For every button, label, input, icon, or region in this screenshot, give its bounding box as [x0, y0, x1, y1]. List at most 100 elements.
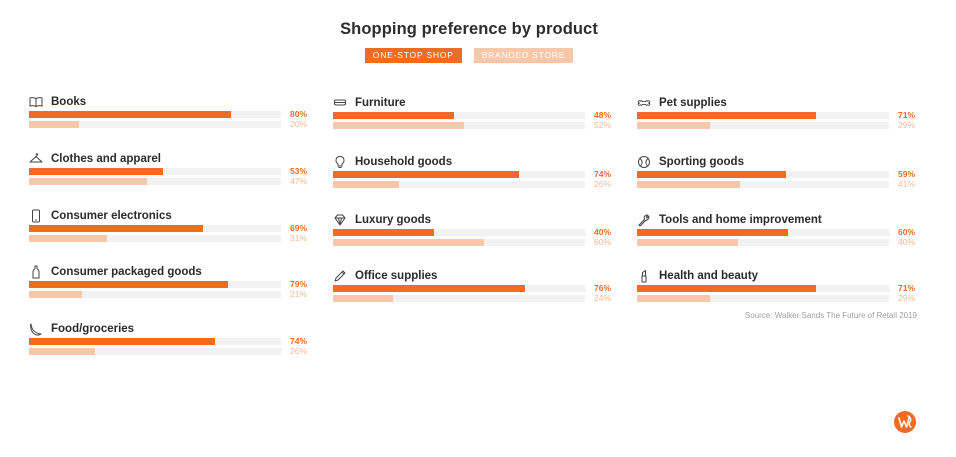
data-label-one-stop: 71%: [897, 283, 915, 293]
data-label-one-stop: 74%: [289, 336, 307, 346]
data-label-one-stop: 53%: [289, 166, 307, 176]
bar-branded: [29, 121, 80, 128]
sofa-icon: [333, 96, 349, 110]
data-label-branded: 40%: [897, 237, 915, 247]
bar-item-label: Sporting goods: [659, 156, 744, 168]
data-label-one-stop: 71%: [897, 110, 915, 120]
smartphone-icon: [29, 209, 45, 223]
bar-item-label: Household goods: [355, 156, 453, 168]
bottle-icon: [29, 265, 45, 279]
data-label-branded: 29%: [897, 120, 915, 130]
chart-title: Shopping preference by product: [340, 20, 598, 38]
bar-track-one-stop: [637, 171, 889, 178]
data-label-branded: 26%: [289, 346, 307, 356]
bar-track-branded: [29, 348, 281, 355]
diamond-icon: [333, 213, 349, 227]
data-label-branded: 26%: [593, 179, 611, 189]
bar-item-header: Tools and home improvement: [637, 213, 822, 227]
bar-one-stop: [333, 171, 520, 178]
chart-legend: ONE-STOP SHOP BRANDED STORE: [0, 48, 938, 63]
bar-item-label: Consumer packaged goods: [51, 266, 202, 278]
bar-track-branded: [29, 121, 281, 128]
bar-item: Clothes and apparel 53% 47%: [29, 152, 309, 192]
bar-track-branded: [637, 239, 889, 246]
bar-one-stop: [333, 285, 525, 292]
bar-item-label: Furniture: [355, 97, 406, 109]
bar-one-stop: [29, 281, 229, 288]
bar-branded: [29, 291, 82, 298]
bar-one-stop: [29, 168, 163, 175]
bar-item-header: Sporting goods: [637, 155, 744, 169]
bar-track-one-stop: [637, 229, 889, 236]
bar-one-stop: [637, 285, 816, 292]
bar-branded: [29, 235, 108, 242]
bar-track-branded: [29, 178, 281, 185]
bar-track-branded: [637, 295, 889, 302]
data-label-one-stop: 59%: [897, 169, 915, 179]
ball-icon: [637, 155, 653, 169]
bar-item: Office supplies 76% 24%: [333, 269, 613, 309]
bar-item-label: Clothes and apparel: [51, 153, 161, 165]
bar-branded: [333, 181, 399, 188]
bar-item-header: Pet supplies: [637, 96, 727, 110]
bar-branded: [637, 181, 741, 188]
bar-track-branded: [333, 122, 585, 129]
bar-branded: [637, 239, 738, 246]
bar-track-one-stop: [333, 112, 585, 119]
bar-item-label: Tools and home improvement: [659, 214, 822, 226]
bar-one-stop: [637, 112, 816, 119]
bar-item-label: Luxury goods: [355, 214, 432, 226]
bar-track-one-stop: [333, 229, 585, 236]
bar-item: Books 80% 20%: [29, 95, 309, 135]
wrench-icon: [637, 213, 653, 227]
data-label-one-stop: 48%: [593, 110, 611, 120]
bar-track-branded: [333, 295, 585, 302]
lipstick-icon: [637, 269, 653, 283]
bar-item-header: Books: [29, 95, 86, 109]
bar-track-one-stop: [29, 281, 281, 288]
bar-item-header: Health and beauty: [637, 269, 758, 283]
bar-item: Health and beauty 71% 29%: [637, 269, 917, 309]
data-label-one-stop: 69%: [289, 223, 307, 233]
bar-item: Consumer packaged goods 79% 21%: [29, 265, 309, 305]
bar-branded: [333, 122, 465, 129]
data-label-branded: 31%: [289, 233, 307, 243]
bar-item: Sporting goods 59% 41%: [637, 155, 917, 195]
bar-item-label: Office supplies: [355, 270, 438, 282]
bar-one-stop: [637, 229, 789, 236]
bar-item-label: Food/groceries: [51, 323, 135, 335]
bar-item: Food/groceries 74% 26%: [29, 322, 309, 362]
bar-branded: [333, 239, 485, 246]
bar-track-one-stop: [29, 168, 281, 175]
bar-one-stop: [333, 229, 434, 236]
bar-one-stop: [29, 338, 216, 345]
pencil-icon: [333, 269, 349, 283]
bar-item-header: Furniture: [333, 96, 405, 110]
data-label-one-stop: 79%: [289, 279, 307, 289]
hanger-icon: [29, 152, 45, 166]
bar-item: Furniture 48% 52%: [333, 96, 613, 136]
data-label-branded: 47%: [289, 176, 307, 186]
bar-item: Tools and home improvement 60% 40%: [637, 213, 917, 253]
legend-branded-store: BRANDED STORE: [473, 48, 574, 63]
data-label-one-stop: 74%: [593, 169, 611, 179]
bar-track-one-stop: [333, 171, 585, 178]
bar-one-stop: [29, 225, 203, 232]
data-label-branded: 52%: [593, 120, 611, 130]
data-label-one-stop: 80%: [289, 109, 307, 119]
bar-item-header: Consumer packaged goods: [29, 265, 202, 279]
bar-item: Household goods 74% 26%: [333, 155, 613, 195]
bar-item-header: Consumer electronics: [29, 209, 172, 223]
bar-track-branded: [333, 181, 585, 188]
bar-track-branded: [637, 122, 889, 129]
dog-bone-icon: [637, 96, 653, 110]
bar-one-stop: [29, 111, 231, 118]
data-label-one-stop: 40%: [593, 227, 611, 237]
bar-item-header: Food/groceries: [29, 322, 134, 336]
bar-track-one-stop: [637, 285, 889, 292]
data-label-branded: 20%: [289, 119, 307, 129]
bar-branded: [29, 348, 95, 355]
data-label-one-stop: 60%: [897, 227, 915, 237]
bar-item-label: Consumer electronics: [51, 210, 172, 222]
walker-sands-logo-icon: [894, 411, 916, 433]
